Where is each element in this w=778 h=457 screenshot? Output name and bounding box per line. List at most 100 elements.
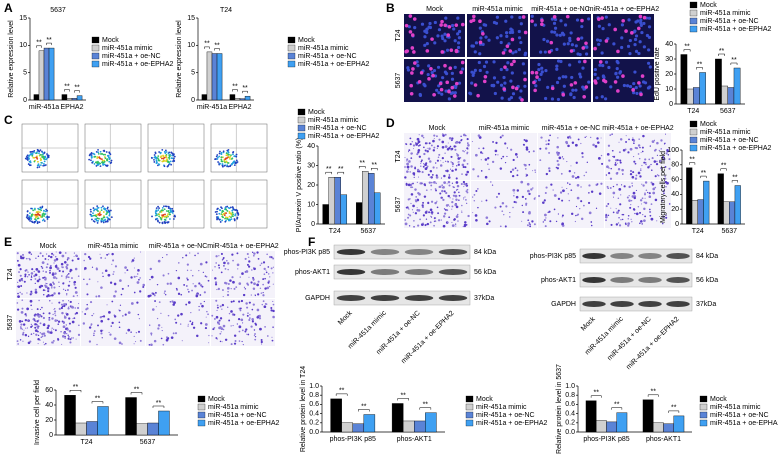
stained-cell: [219, 340, 222, 343]
stained-cell: [478, 147, 480, 150]
stained-cell: [455, 189, 458, 191]
nucleus: [638, 40, 642, 44]
stained-cell: [485, 199, 488, 202]
stained-cell: [465, 182, 468, 185]
stained-cell: [84, 252, 87, 256]
stained-cell: [192, 326, 196, 329]
stained-cell: [410, 157, 413, 160]
stained-cell: [522, 211, 525, 214]
stained-cell: [190, 269, 192, 272]
stained-cell: [65, 312, 67, 315]
stained-cell: [509, 170, 513, 173]
stained-cell: [490, 181, 492, 183]
stained-cell: [218, 326, 221, 330]
stained-cell: [534, 197, 536, 199]
stained-cell: [154, 291, 157, 294]
band: [582, 277, 606, 283]
stained-cell: [187, 301, 191, 304]
stained-cell: [204, 327, 208, 330]
stained-cell: [223, 265, 225, 267]
stained-cell: [473, 194, 476, 196]
event: [224, 217, 227, 220]
column-label: miR-451a + oe-NC: [149, 243, 208, 250]
stained-cell: [36, 325, 39, 328]
stained-cell: [407, 213, 410, 216]
stained-cell: [641, 197, 644, 200]
stained-cell: [138, 318, 141, 320]
stained-cell: [16, 252, 19, 255]
event: [165, 205, 168, 208]
event: [104, 153, 106, 156]
stained-cell: [121, 343, 123, 345]
bar: [334, 176, 341, 225]
stained-cell: [545, 143, 548, 146]
stained-cell: [248, 265, 251, 268]
nucleus: [477, 60, 481, 65]
event: [94, 155, 97, 158]
nucleus: [593, 67, 598, 72]
event: [102, 219, 105, 222]
stained-cell: [514, 167, 517, 170]
stained-cell: [66, 259, 69, 261]
event: [233, 208, 235, 211]
stained-cell: [23, 329, 25, 331]
stained-cell: [665, 185, 667, 188]
stained-cell: [444, 145, 448, 148]
stained-cell: [238, 330, 241, 333]
stained-cell: [81, 311, 83, 313]
stained-cell: [21, 307, 24, 310]
stained-cell: [42, 276, 45, 279]
stained-cell: [566, 161, 568, 163]
stained-cell: [257, 293, 260, 296]
stained-cell: [237, 268, 239, 270]
event: [88, 158, 91, 161]
event: [233, 218, 236, 221]
event: [156, 217, 159, 220]
stained-cell: [447, 194, 450, 198]
y-tick-label: 0.8: [565, 392, 575, 399]
event: [167, 205, 170, 208]
significance-label: **: [204, 41, 210, 48]
nucleus: [557, 76, 562, 80]
stained-cell: [540, 136, 543, 139]
stained-cell: [251, 317, 254, 321]
stained-cell: [69, 341, 72, 344]
edu-cell: [532, 80, 536, 85]
event: [160, 155, 163, 158]
stained-cell: [647, 166, 650, 169]
stained-cell: [90, 323, 93, 326]
stained-cell: [74, 291, 78, 294]
stained-cell: [462, 133, 466, 137]
event: [96, 205, 99, 208]
event: [26, 214, 29, 217]
stained-cell: [440, 160, 442, 162]
y-tick-label: 15: [187, 15, 195, 22]
stained-cell: [412, 144, 416, 147]
legend-swatch: [465, 411, 474, 419]
stained-cell: [455, 198, 458, 202]
nucleus: [570, 43, 574, 47]
stained-cell: [270, 307, 273, 310]
nucleus: [564, 75, 568, 79]
stained-cell: [64, 337, 66, 339]
stained-cell: [260, 343, 263, 345]
stained-cell: [456, 184, 460, 188]
stained-cell: [205, 261, 208, 264]
legend-swatch: [689, 25, 698, 33]
edu-cell: [413, 61, 417, 65]
stained-cell: [559, 191, 563, 194]
stained-cell: [21, 279, 24, 282]
event: [29, 160, 32, 162]
nucleus: [568, 63, 572, 67]
stained-cell: [444, 133, 447, 136]
event: [109, 209, 112, 212]
edu-cell: [631, 88, 635, 92]
stained-cell: [463, 197, 465, 199]
significance-label: **: [214, 42, 220, 49]
event: [155, 159, 158, 162]
event: [171, 154, 174, 157]
stained-cell: [216, 304, 219, 307]
stained-cell: [36, 308, 39, 311]
nucleus: [456, 16, 460, 20]
stained-cell: [118, 326, 121, 329]
